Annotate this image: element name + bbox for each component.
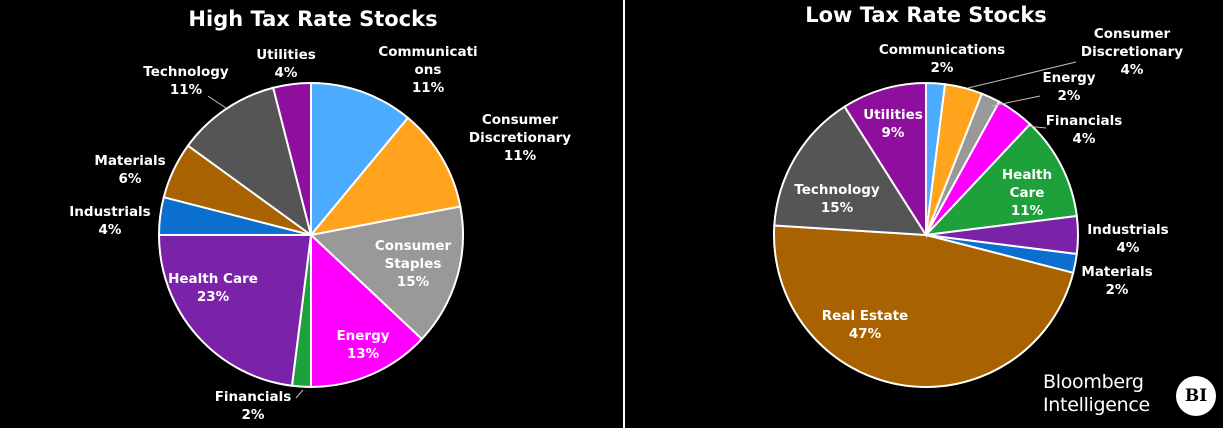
slice-label: Energy 13%: [336, 328, 389, 362]
slice-label: Consumer Staples 15%: [375, 238, 452, 290]
slice-label: Financials 4%: [1046, 113, 1123, 147]
brand-line-2: Intelligence: [1043, 394, 1150, 416]
slice-label: Industrials 4%: [1087, 222, 1168, 256]
high-tax-pie-chart: High Tax Rate Stocks Communicati ons 11% Con…: [69, 7, 571, 423]
slice-label: Real Estate 47%: [822, 308, 908, 342]
slice-label: Materials 6%: [94, 153, 165, 187]
pie-slice: [773, 224, 1075, 388]
slice-label: Communications 2%: [879, 42, 1005, 76]
pie-slice: [157, 234, 313, 387]
slice-label: Materials 2%: [1081, 264, 1152, 298]
leader-line: [1025, 125, 1047, 129]
pie-slice: [308, 205, 464, 341]
bi-badge-icon: BI: [1176, 376, 1216, 416]
bloomberg-intelligence-logo: Bloomberg Intelligence: [1043, 371, 1150, 417]
slice-label: Financials 2%: [215, 389, 292, 423]
low-tax-pie-chart: Low Tax Rate Stocks Communications 2% Consu…: [773, 3, 1183, 388]
pie-slice: [308, 116, 462, 237]
slice-label: Technology 11%: [143, 64, 229, 98]
leader-line: [207, 95, 227, 109]
pie-slice: [773, 105, 928, 237]
slice-label: Communicati ons 11%: [378, 44, 477, 96]
slice-label: Consumer Discretionary 11%: [469, 112, 571, 164]
slice-label: Utilities 9%: [863, 107, 923, 141]
chart-title: Low Tax Rate Stocks: [805, 3, 1047, 27]
pie-slice: [271, 81, 312, 236]
leader-line: [295, 389, 304, 399]
brand-line-1: Bloomberg: [1043, 371, 1144, 393]
slice-label: Health Care 11%: [1002, 167, 1052, 219]
slice-label: Consumer Discretionary 4%: [1081, 26, 1183, 78]
leader-line: [967, 61, 1077, 89]
slice-label: Energy 2%: [1042, 70, 1095, 104]
chart-title: High Tax Rate Stocks: [188, 7, 437, 31]
pie-slice: [310, 81, 410, 238]
slice-label: Industrials 4%: [69, 204, 150, 238]
pie-slice: [186, 86, 313, 238]
slice-label: Technology 15%: [794, 182, 880, 216]
slice-label: Utilities 4%: [256, 47, 316, 81]
pie-slice: [923, 122, 1078, 237]
leader-line: [991, 95, 1041, 107]
pie-slice: [843, 81, 927, 239]
pie-slice: [310, 232, 424, 389]
slice-label: Health Care 23%: [168, 271, 258, 305]
